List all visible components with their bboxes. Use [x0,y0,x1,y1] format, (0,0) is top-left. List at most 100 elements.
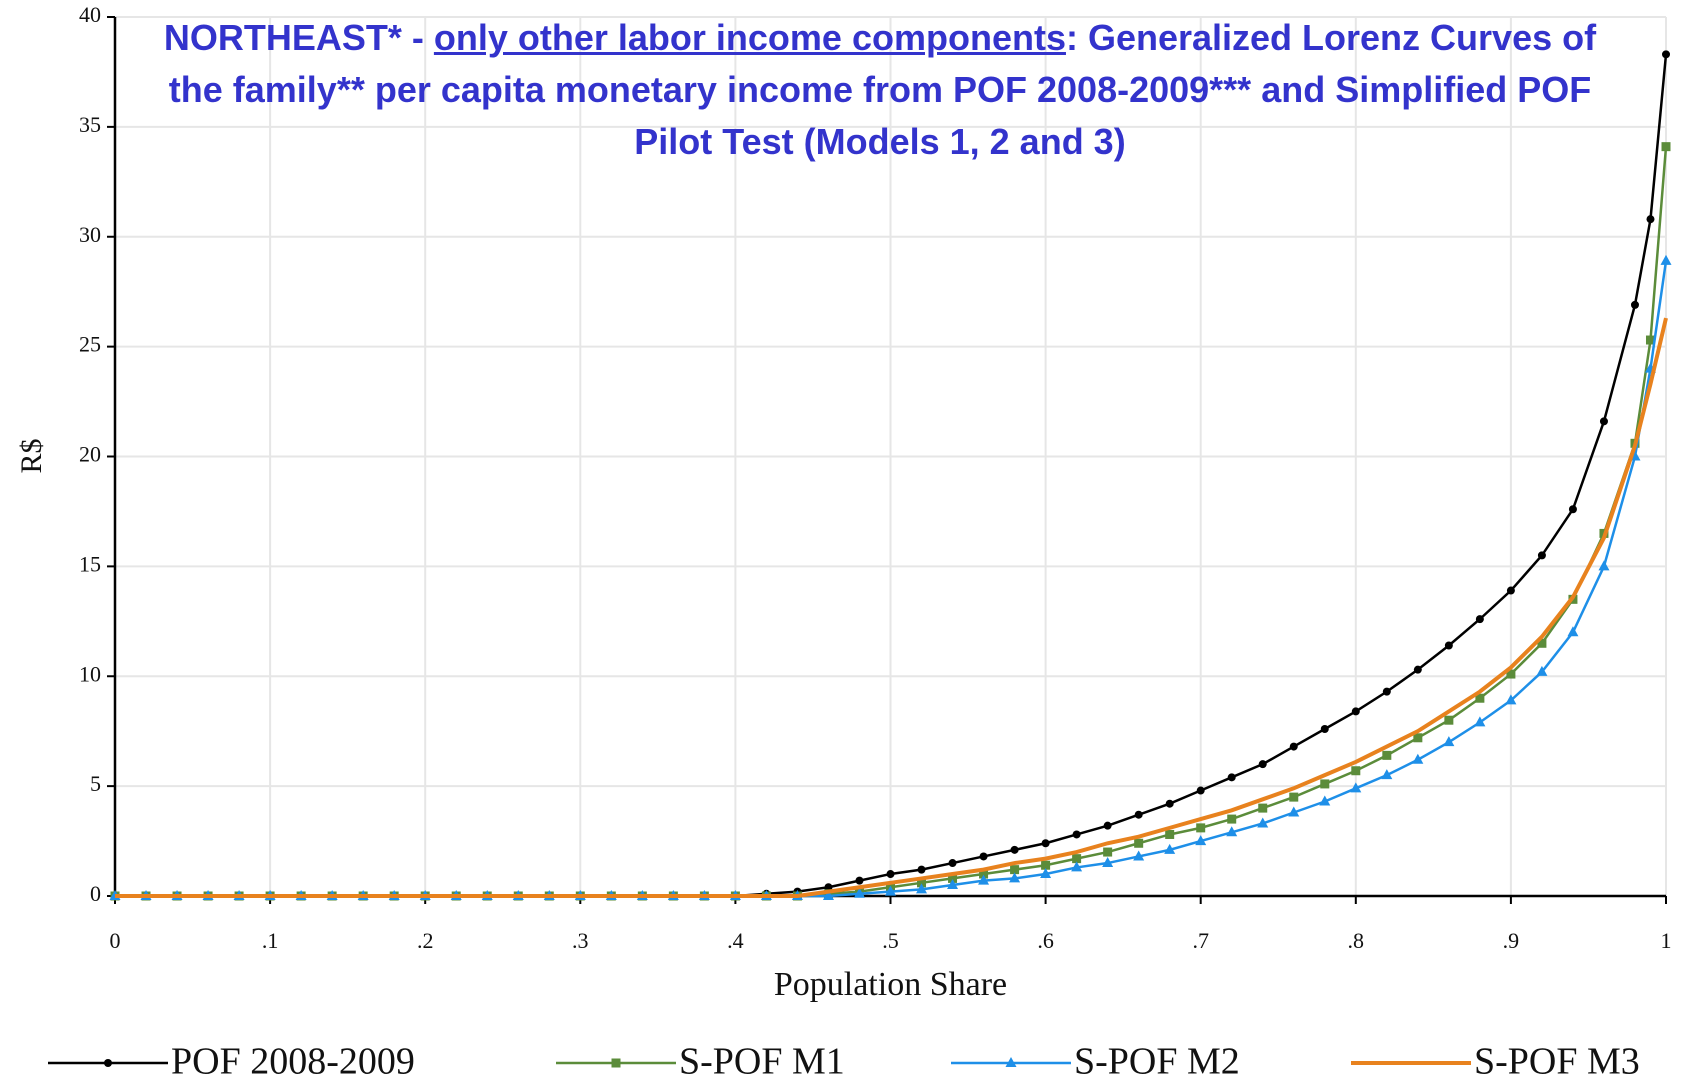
title-part: only other labor income components [433,17,1066,58]
marker [1646,215,1655,224]
x-tick-label: .7 [1192,928,1209,953]
marker [822,890,834,900]
marker [1351,707,1360,716]
marker [1103,847,1113,857]
marker [104,1059,112,1067]
marker [1413,733,1423,743]
y-tick-label: 30 [79,222,101,247]
marker [1505,694,1517,705]
marker [1381,769,1393,780]
x-tick-label: .9 [1503,928,1520,953]
legend-item: S-POF M3 [1351,1041,1640,1081]
legend-item: POF 2008-2009 [48,1041,415,1081]
marker [1289,742,1298,751]
y-tick-label: 20 [79,442,101,467]
marker [1350,782,1362,793]
marker [917,865,926,874]
marker [978,874,990,885]
legend-item: S-POF M1 [556,1041,845,1081]
title-part: NORTHEAST* - [163,17,434,58]
marker [1320,779,1330,789]
marker [1227,814,1237,824]
marker [1568,505,1577,514]
x-tick-label: .2 [417,928,434,953]
marker [917,878,927,888]
marker [1412,753,1424,764]
marker [1645,335,1655,345]
marker [1630,300,1639,309]
marker [979,852,988,861]
chart-title: NORTHEAST* - only other labor income com… [140,12,1620,168]
marker [1072,830,1081,839]
marker [1413,665,1422,674]
marker [948,859,957,868]
legend-label: S-POF M2 [1074,1041,1240,1081]
legend-label: S-POF M1 [679,1041,845,1081]
marker [824,883,833,892]
marker [1537,638,1547,648]
marker [1536,665,1548,676]
marker [1537,551,1546,560]
marker [886,870,895,879]
marker [1134,838,1144,848]
marker [1041,839,1050,848]
marker [885,885,896,896]
marker [1226,826,1238,837]
marker [1165,829,1175,839]
marker [1661,142,1671,152]
x-tick-label: .1 [262,928,279,953]
marker [1010,845,1019,854]
marker [1071,861,1083,872]
x-tick-label: 1 [1661,928,1672,953]
y-tick-label: 15 [79,551,101,576]
marker [1506,586,1515,595]
marker [1351,766,1361,776]
marker [1196,786,1205,795]
marker [1258,803,1268,813]
y-tick-label: 25 [79,332,101,357]
x-tick-label: .8 [1348,928,1365,953]
marker [1506,669,1516,679]
x-axis-label: Population Share [774,966,1007,1003]
marker [1660,254,1672,265]
title-part: : Generalized Lorenz Curves of the famil… [168,17,1597,162]
marker [1567,626,1579,637]
y-tick-label: 10 [79,661,101,686]
marker [1443,736,1455,747]
series [115,317,1668,898]
marker [853,887,865,898]
marker [1258,760,1267,769]
legend-item: S-POF M2 [951,1041,1240,1081]
marker [1134,810,1143,819]
y-tick-label: 0 [90,881,101,906]
marker [1005,1057,1017,1067]
y-axis-label: R$ [15,438,48,473]
marker [979,869,989,879]
marker [1072,854,1082,864]
y-tick-label: 40 [79,2,101,27]
marker [1319,795,1331,806]
marker [1195,835,1207,846]
marker [1288,806,1300,817]
y-tick-label: 5 [90,771,101,796]
marker [947,879,959,890]
marker [1289,792,1299,802]
marker [1598,560,1610,571]
series-line [115,317,1668,898]
x-tick-label: 0 [110,928,121,953]
marker [1133,850,1145,861]
y-tick-label: 35 [79,112,101,137]
marker [611,1058,621,1068]
marker [1196,823,1206,833]
x-tick-label: .5 [882,928,899,953]
marker [948,873,958,883]
marker [1444,641,1453,650]
marker [1475,693,1485,703]
marker [1103,821,1112,830]
legend-label: S-POF M3 [1474,1041,1640,1081]
marker [855,876,864,885]
marker [1164,843,1176,854]
marker [1040,868,1052,879]
